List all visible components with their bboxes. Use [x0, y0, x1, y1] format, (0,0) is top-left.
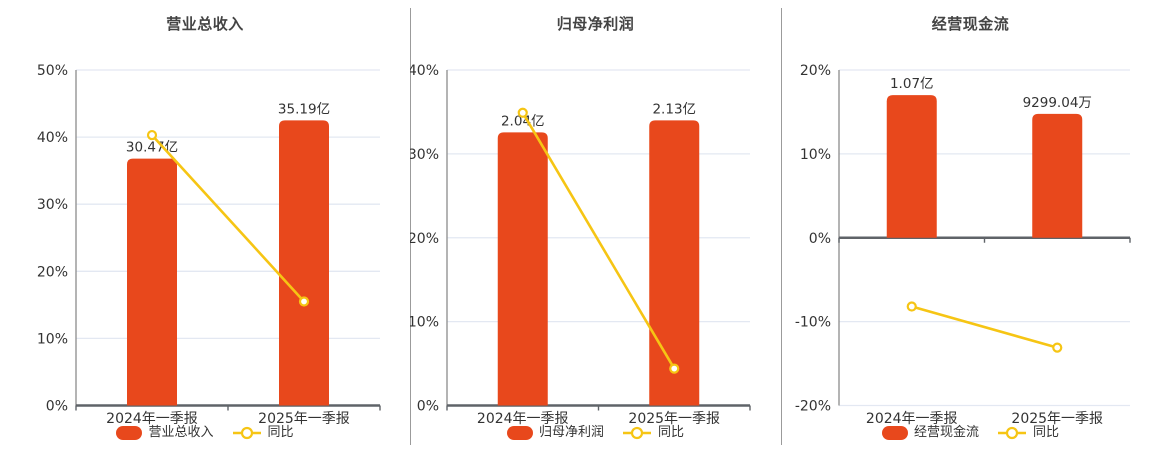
legend-item-line-series[interactable]: 同比: [622, 426, 684, 440]
y-tick-label: 10%: [410, 315, 439, 331]
yoy-marker[interactable]: [906, 301, 917, 312]
legend-label: 营业总收入: [148, 425, 214, 440]
bar-value-label: 35.19亿: [278, 101, 330, 117]
bar-series-swatch-icon: [116, 426, 143, 440]
bar-series-swatch-icon: [881, 426, 908, 440]
bar-value-label: 1.07亿: [890, 76, 934, 92]
yoy-marker[interactable]: [298, 296, 310, 307]
legend-label: 同比: [1033, 425, 1060, 440]
yoy-marker[interactable]: [1052, 342, 1063, 353]
y-tick-label: 0%: [417, 399, 439, 415]
net-profit-chart-plot: 40% 30% 20% 10% 0% 2.04亿 2.13亿 2024年一季报 2025年一季报: [410, 63, 751, 427]
yoy-line[interactable]: [910, 305, 1059, 349]
legend-label: 归母净利润: [538, 425, 604, 440]
chart-legend: 营业总收入 同比: [0, 426, 410, 440]
bar-2024年一季报[interactable]: [127, 158, 177, 406]
chart-title: 营业总收入: [166, 15, 244, 33]
legend-label: 经营现金流: [913, 425, 979, 440]
bar-value-label: 9299.04万: [1023, 95, 1092, 111]
bar-series-swatch-icon: [506, 426, 533, 440]
chart-panel-cashflow: 经营现金流 20% 10% 0% -10% -20% 1.07亿 9299.04万 2024年…: [781, 0, 1160, 450]
bar-2024年一季报[interactable]: [497, 132, 548, 406]
y-tick-label: 10%: [37, 331, 68, 347]
bar-2024年一季报[interactable]: [886, 95, 937, 238]
line-series-marker-icon: [623, 426, 651, 440]
x-category-label: 2024年一季报: [106, 411, 198, 427]
y-tick-label: 0%: [46, 399, 68, 415]
legend-item-line-series[interactable]: 同比: [232, 426, 294, 440]
y-tick-label: 20%: [410, 231, 439, 247]
y-tick-label: -10%: [795, 315, 831, 331]
x-category-label: 2025年一季报: [258, 411, 350, 427]
panel-divider: [781, 8, 782, 445]
y-tick-label: 50%: [37, 63, 68, 79]
y-tick-label: 20%: [800, 63, 831, 79]
chart-legend: 经营现金流 同比: [781, 426, 1160, 440]
legend-label: 同比: [267, 425, 294, 440]
x-category-label: 2024年一季报: [477, 411, 569, 427]
y-tick-label: 30%: [37, 197, 68, 213]
chart-panel-net-profit: 归母净利润 40% 30% 20% 10% 0% 2.04亿 2.13亿 2024年一季报 20…: [410, 0, 781, 450]
legend-label: 同比: [658, 425, 685, 440]
bar-2025年一季报[interactable]: [649, 120, 700, 406]
chart-panel-revenue: 营业总收入 50% 40% 30% 20% 10% 0% 30.47亿 35.19亿 2024年…: [0, 0, 410, 450]
bar-value-label: 2.04亿: [501, 113, 545, 129]
line-series-marker-icon: [998, 426, 1026, 440]
yoy-marker[interactable]: [146, 129, 158, 141]
revenue-chart-plot: 50% 40% 30% 20% 10% 0% 30.47亿 35.19亿 2024年一季报 202…: [37, 63, 381, 427]
y-tick-label: 40%: [410, 63, 439, 79]
x-category-label: 2025年一季报: [628, 411, 720, 427]
chart-title: 经营现金流: [931, 15, 1010, 33]
line-series-marker-icon: [232, 426, 261, 440]
chart-legend: 归母净利润 同比: [410, 426, 781, 440]
panel-divider: [410, 8, 411, 445]
legend-item-bar-series[interactable]: 经营现金流: [881, 425, 979, 440]
bar-2025年一季报[interactable]: [279, 120, 329, 406]
bar-value-label: 30.47亿: [126, 140, 178, 156]
yoy-line[interactable]: [150, 133, 306, 303]
legend-item-bar-series[interactable]: 归母净利润: [506, 425, 604, 440]
yoy-line[interactable]: [521, 111, 676, 370]
y-tick-label: 30%: [410, 147, 439, 163]
y-tick-label: 0%: [809, 231, 831, 247]
y-tick-label: -20%: [795, 399, 831, 415]
bar-2025年一季报[interactable]: [1032, 113, 1083, 238]
x-category-label: 2024年一季报: [866, 411, 958, 427]
chart-title: 归母净利润: [556, 15, 635, 33]
yoy-marker[interactable]: [517, 107, 528, 118]
cashflow-chart-plot: 20% 10% 0% -10% -20% 1.07亿 9299.04万 2024年一季报 202…: [795, 63, 1131, 427]
legend-item-line-series[interactable]: 同比: [997, 426, 1059, 440]
y-tick-label: 10%: [800, 147, 831, 163]
bar-value-label: 2.13亿: [652, 101, 696, 117]
legend-item-bar-series[interactable]: 营业总收入: [116, 425, 214, 440]
x-category-label: 2025年一季报: [1011, 411, 1103, 427]
yoy-marker[interactable]: [669, 363, 680, 374]
y-tick-label: 20%: [37, 264, 68, 280]
y-tick-label: 40%: [37, 130, 68, 146]
